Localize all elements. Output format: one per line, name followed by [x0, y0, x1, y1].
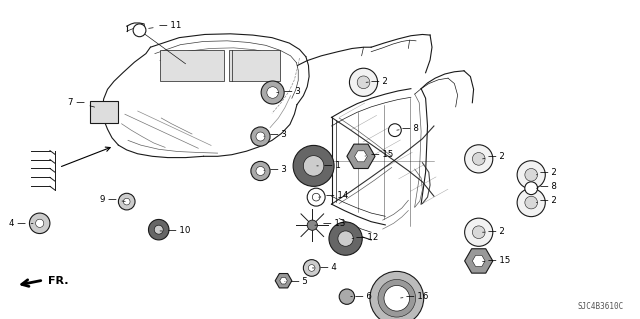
Circle shape [525, 168, 538, 181]
Text: 4 —: 4 — [9, 219, 33, 228]
Circle shape [308, 265, 315, 271]
Circle shape [378, 279, 415, 317]
Circle shape [465, 145, 493, 173]
Text: — 2: — 2 [536, 168, 557, 177]
Circle shape [148, 219, 169, 240]
Text: — 1: — 1 [317, 161, 340, 170]
Circle shape [307, 220, 317, 230]
Circle shape [124, 198, 130, 205]
Circle shape [517, 189, 545, 217]
Text: — 4: — 4 [312, 263, 337, 272]
Text: — 2: — 2 [483, 227, 504, 236]
Text: — 15: — 15 [483, 256, 510, 265]
Text: SJC4B3610C: SJC4B3610C [578, 302, 624, 311]
Text: — 10: — 10 [160, 226, 190, 235]
Text: 7 —: 7 — [68, 98, 95, 107]
Circle shape [472, 152, 485, 165]
Circle shape [338, 231, 353, 246]
FancyBboxPatch shape [90, 101, 118, 123]
Circle shape [517, 161, 545, 189]
Circle shape [293, 145, 334, 186]
Circle shape [465, 218, 493, 246]
Circle shape [525, 182, 538, 195]
Text: — 11: — 11 [148, 21, 181, 30]
Polygon shape [355, 151, 367, 162]
Circle shape [256, 167, 265, 175]
Circle shape [251, 127, 270, 146]
Circle shape [36, 219, 44, 227]
Text: — 2: — 2 [483, 152, 504, 161]
Polygon shape [347, 144, 375, 168]
Text: — 6: — 6 [351, 292, 372, 300]
Polygon shape [472, 256, 485, 266]
Circle shape [256, 132, 265, 141]
Text: — 5: — 5 [285, 278, 307, 286]
Text: — 2: — 2 [536, 197, 557, 205]
Circle shape [349, 68, 378, 96]
Circle shape [388, 124, 401, 137]
Circle shape [133, 24, 146, 37]
Circle shape [261, 81, 284, 104]
Text: 9 —: 9 — [100, 195, 125, 204]
Text: — 8: — 8 [536, 182, 557, 191]
Polygon shape [280, 278, 287, 284]
Text: — 15: — 15 [365, 150, 394, 159]
Text: — 3: — 3 [264, 165, 287, 174]
Circle shape [357, 76, 370, 89]
Text: — 2: — 2 [366, 77, 388, 85]
Circle shape [339, 289, 355, 304]
Text: — 8: — 8 [397, 124, 419, 133]
FancyBboxPatch shape [229, 50, 280, 81]
Text: FR.: FR. [48, 276, 68, 286]
Text: — 13: — 13 [315, 219, 345, 228]
Text: — 12: — 12 [352, 233, 379, 242]
Polygon shape [465, 249, 493, 273]
Polygon shape [275, 273, 292, 288]
Circle shape [267, 87, 278, 98]
Circle shape [303, 156, 324, 176]
Text: — 3: — 3 [264, 130, 287, 139]
Circle shape [472, 226, 485, 239]
Circle shape [29, 213, 50, 234]
Circle shape [118, 193, 135, 210]
Circle shape [251, 161, 270, 181]
Circle shape [303, 260, 320, 276]
Circle shape [370, 271, 424, 319]
Circle shape [525, 196, 538, 209]
FancyBboxPatch shape [160, 50, 224, 81]
Text: — 3: — 3 [276, 87, 301, 96]
Text: — 16: — 16 [401, 292, 428, 300]
Circle shape [384, 286, 410, 311]
Text: — 14: — 14 [319, 191, 349, 200]
Circle shape [154, 225, 163, 234]
Circle shape [329, 222, 362, 255]
